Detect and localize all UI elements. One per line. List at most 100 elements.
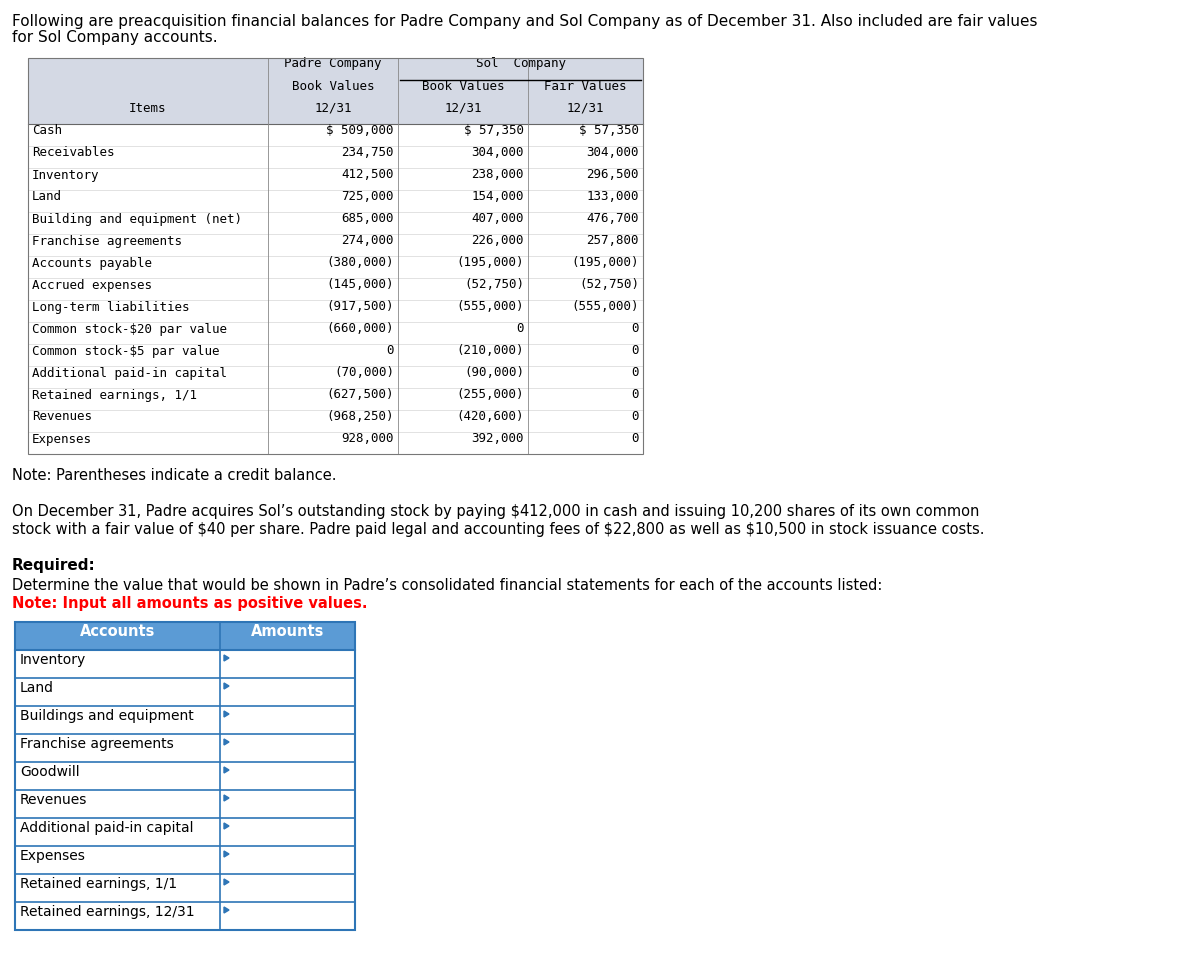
Text: 133,000: 133,000 xyxy=(587,191,640,203)
Text: Land: Land xyxy=(32,191,62,203)
Text: for Sol Company accounts.: for Sol Company accounts. xyxy=(12,30,217,45)
Text: 12/31: 12/31 xyxy=(314,102,352,114)
Bar xyxy=(28,58,643,454)
Polygon shape xyxy=(224,823,229,829)
Text: Note: Parentheses indicate a credit balance.: Note: Parentheses indicate a credit bala… xyxy=(12,468,336,483)
Text: Receivables: Receivables xyxy=(32,146,114,160)
Text: Retained earnings, 1/1: Retained earnings, 1/1 xyxy=(32,388,197,402)
Text: Items: Items xyxy=(130,102,167,114)
Text: Goodwill: Goodwill xyxy=(20,765,79,779)
Text: Fair Values: Fair Values xyxy=(545,79,626,93)
Bar xyxy=(14,706,355,734)
Bar xyxy=(28,410,643,432)
Text: 0: 0 xyxy=(631,433,640,445)
Text: Book Values: Book Values xyxy=(292,79,374,93)
Text: 12/31: 12/31 xyxy=(444,102,481,114)
Text: Required:: Required: xyxy=(12,558,96,573)
Text: Amounts: Amounts xyxy=(251,623,324,639)
Text: $ 509,000: $ 509,000 xyxy=(326,125,394,137)
Polygon shape xyxy=(224,767,229,773)
Text: (90,000): (90,000) xyxy=(464,367,524,379)
Text: (420,600): (420,600) xyxy=(456,410,524,424)
Text: Additional paid-in capital: Additional paid-in capital xyxy=(20,821,193,835)
Text: Padre Company: Padre Company xyxy=(284,57,382,71)
Bar xyxy=(28,146,643,168)
Text: 0: 0 xyxy=(516,322,524,336)
Text: $ 57,350: $ 57,350 xyxy=(464,125,524,137)
Text: (70,000): (70,000) xyxy=(334,367,394,379)
Text: 476,700: 476,700 xyxy=(587,213,640,226)
Bar xyxy=(28,234,643,256)
Text: Franchise agreements: Franchise agreements xyxy=(20,737,174,751)
Bar xyxy=(14,818,355,846)
Text: Buildings and equipment: Buildings and equipment xyxy=(20,709,193,723)
Text: Common stock-$20 par value: Common stock-$20 par value xyxy=(32,322,227,336)
Text: (555,000): (555,000) xyxy=(571,300,640,314)
Bar xyxy=(14,874,355,902)
Text: stock with a fair value of $40 per share. Padre paid legal and accounting fees o: stock with a fair value of $40 per share… xyxy=(12,522,984,537)
Bar xyxy=(28,212,643,234)
Bar xyxy=(14,734,355,762)
Text: Sol  Company: Sol Company xyxy=(475,57,565,71)
Text: (555,000): (555,000) xyxy=(456,300,524,314)
Text: (195,000): (195,000) xyxy=(571,257,640,269)
Text: (380,000): (380,000) xyxy=(326,257,394,269)
Bar xyxy=(28,344,643,366)
Text: Retained earnings, 12/31: Retained earnings, 12/31 xyxy=(20,905,194,919)
Text: 0: 0 xyxy=(631,345,640,357)
Bar xyxy=(28,322,643,344)
Text: (627,500): (627,500) xyxy=(326,388,394,402)
Text: 0: 0 xyxy=(631,367,640,379)
Polygon shape xyxy=(224,851,229,857)
Text: 154,000: 154,000 xyxy=(472,191,524,203)
Text: Building and equipment (net): Building and equipment (net) xyxy=(32,213,242,226)
Bar xyxy=(28,388,643,410)
Text: Cash: Cash xyxy=(32,125,62,137)
Bar xyxy=(14,622,355,930)
Text: 0: 0 xyxy=(631,322,640,336)
Text: (52,750): (52,750) xyxy=(464,279,524,291)
Text: Expenses: Expenses xyxy=(20,849,86,863)
Text: 0: 0 xyxy=(386,345,394,357)
Polygon shape xyxy=(224,879,229,885)
Bar xyxy=(28,366,643,388)
Text: Inventory: Inventory xyxy=(20,653,86,667)
Polygon shape xyxy=(224,739,229,745)
Text: On December 31, Padre acquires Sol’s outstanding stock by paying $412,000 in cas: On December 31, Padre acquires Sol’s out… xyxy=(12,504,979,519)
Text: Accrued expenses: Accrued expenses xyxy=(32,279,152,291)
Text: (917,500): (917,500) xyxy=(326,300,394,314)
Text: Additional paid-in capital: Additional paid-in capital xyxy=(32,367,227,379)
Text: 407,000: 407,000 xyxy=(472,213,524,226)
Text: Long-term liabilities: Long-term liabilities xyxy=(32,300,190,314)
Bar xyxy=(14,790,355,818)
Text: 304,000: 304,000 xyxy=(587,146,640,160)
Polygon shape xyxy=(224,907,229,913)
Text: $ 57,350: $ 57,350 xyxy=(580,125,640,137)
Bar xyxy=(14,622,355,650)
Text: 928,000: 928,000 xyxy=(342,433,394,445)
Polygon shape xyxy=(224,683,229,689)
Bar xyxy=(14,846,355,874)
Text: 12/31: 12/31 xyxy=(566,102,605,114)
Bar xyxy=(28,256,643,278)
Text: Land: Land xyxy=(20,681,54,695)
Bar xyxy=(28,168,643,190)
Text: Revenues: Revenues xyxy=(20,793,88,807)
Bar xyxy=(28,58,643,124)
Text: Franchise agreements: Franchise agreements xyxy=(32,234,182,248)
Bar xyxy=(14,902,355,930)
Text: Book Values: Book Values xyxy=(421,79,504,93)
Text: 0: 0 xyxy=(631,388,640,402)
Text: Revenues: Revenues xyxy=(32,410,92,424)
Text: 412,500: 412,500 xyxy=(342,168,394,182)
Text: (660,000): (660,000) xyxy=(326,322,394,336)
Text: 296,500: 296,500 xyxy=(587,168,640,182)
Bar xyxy=(28,124,643,146)
Text: 238,000: 238,000 xyxy=(472,168,524,182)
Bar xyxy=(28,432,643,454)
Text: Expenses: Expenses xyxy=(32,433,92,445)
Text: 0: 0 xyxy=(631,410,640,424)
Text: (52,750): (52,750) xyxy=(580,279,640,291)
Polygon shape xyxy=(224,655,229,661)
Polygon shape xyxy=(224,795,229,801)
